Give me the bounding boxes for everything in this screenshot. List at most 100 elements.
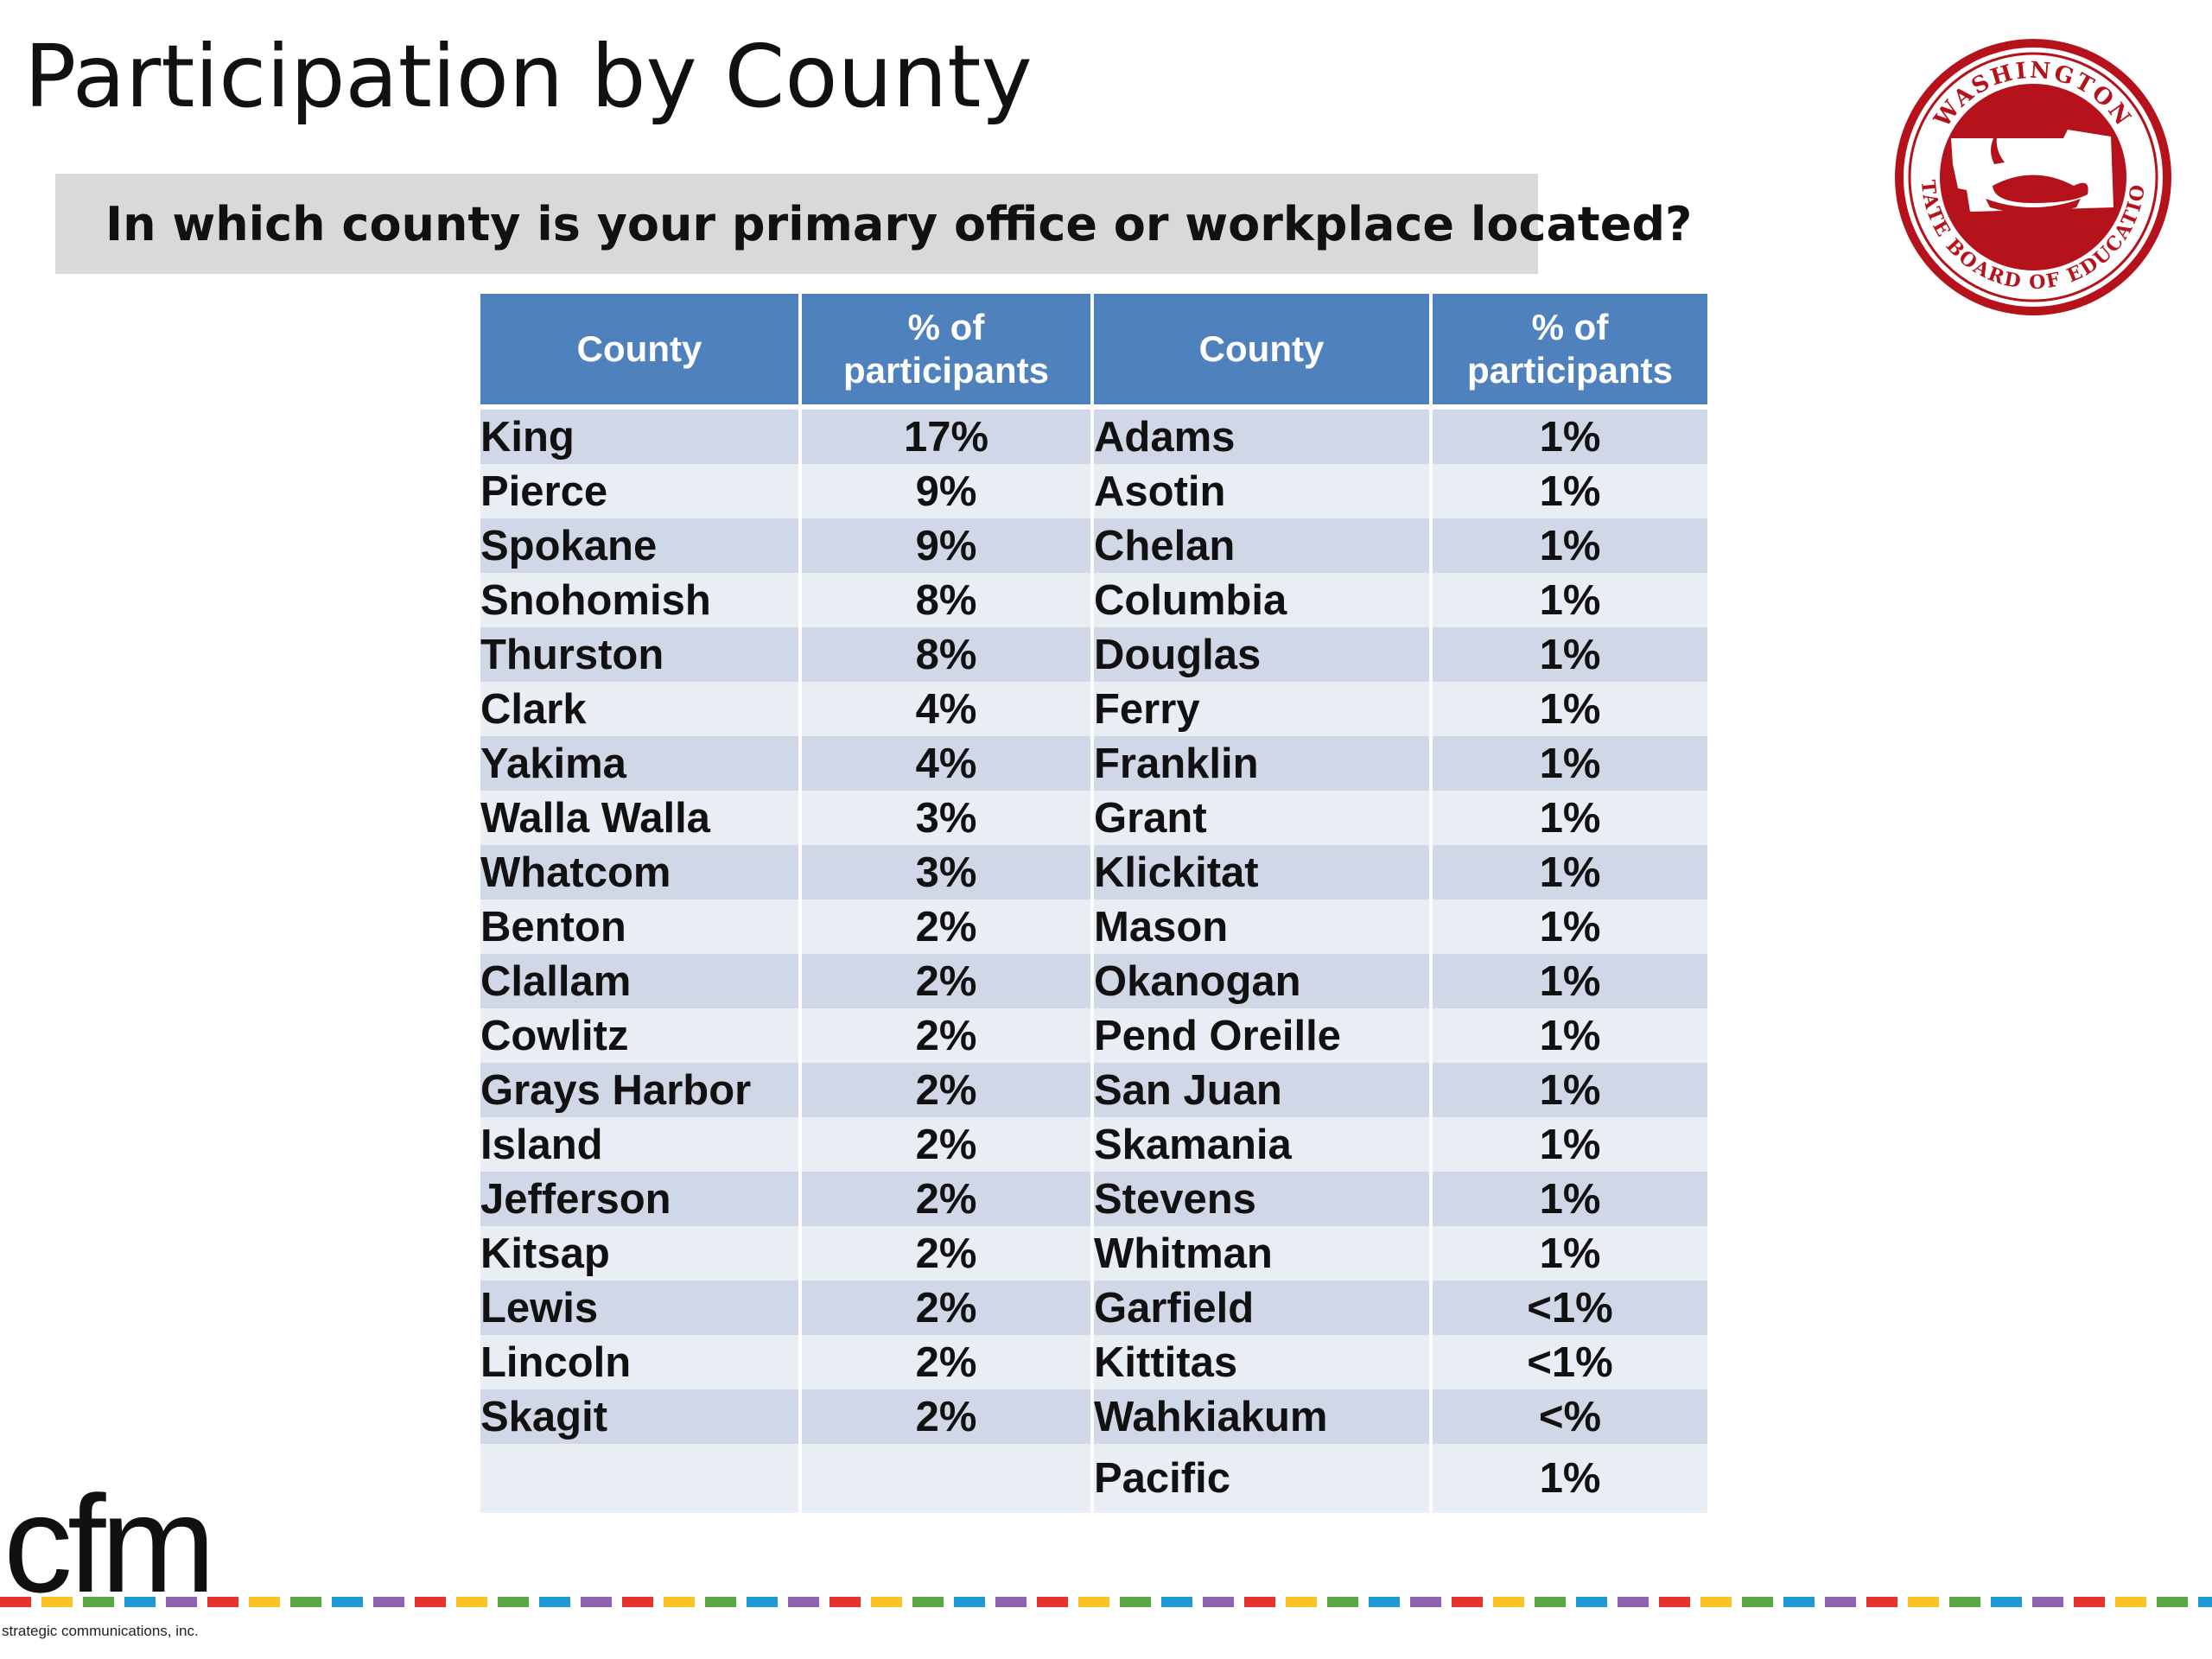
table-row: Cowlitz 2% Pend Oreille 1%: [477, 1008, 1711, 1063]
county-percent: 1%: [1429, 1008, 1711, 1063]
header-county-left: County: [477, 294, 802, 410]
county-percent: 1%: [1429, 407, 1711, 464]
county-percent: 1%: [1429, 791, 1711, 845]
table-row: Lincoln 2% Kittitas <1%: [477, 1335, 1711, 1389]
footer-dash: [2157, 1597, 2188, 1607]
footer-dash: [581, 1597, 612, 1607]
county-name: Ferry: [1090, 682, 1433, 736]
county-name: Clark: [477, 682, 802, 736]
county-percent: 2%: [798, 1335, 1094, 1389]
table-row: Thurston 8% Douglas 1%: [477, 627, 1711, 682]
table-row: Lewis 2% Garfield <1%: [477, 1281, 1711, 1335]
footer-dash: [1037, 1597, 1068, 1607]
table-row: Benton 2% Mason 1%: [477, 899, 1711, 954]
county-name: Garfield: [1090, 1281, 1433, 1335]
footer-dash: [1327, 1597, 1358, 1607]
footer-dash: [912, 1597, 944, 1607]
table-row: Jefferson 2% Stevens 1%: [477, 1172, 1711, 1226]
county-name: Whitman: [1090, 1226, 1433, 1281]
county-participation-table: County % of participants County % of par…: [477, 294, 1711, 1513]
footer-dash: [830, 1597, 861, 1607]
footer-dash: [1908, 1597, 1939, 1607]
county-name: Lincoln: [477, 1335, 802, 1389]
county-name: Wahkiakum: [1090, 1389, 1433, 1444]
county-name: Douglas: [1090, 627, 1433, 682]
county-percent: 8%: [798, 573, 1094, 627]
county-name: Columbia: [1090, 573, 1433, 627]
footer-dash: [1120, 1597, 1151, 1607]
footer-dash: [1244, 1597, 1275, 1607]
footer-dash: [1618, 1597, 1649, 1607]
county-percent: 2%: [798, 1281, 1094, 1335]
question-banner: In which county is your primary office o…: [55, 174, 1692, 274]
state-board-seal-logo: WASHINGTON STATE BOARD OF EDUCATION: [1891, 35, 2171, 315]
footer-dash: [539, 1597, 570, 1607]
footer-dash: [1535, 1597, 1566, 1607]
footer-dash: [1452, 1597, 1483, 1607]
county-percent: <%: [1429, 1389, 1711, 1444]
table-row: Kitsap 2% Whitman 1%: [477, 1226, 1711, 1281]
question-text: In which county is your primary office o…: [105, 196, 1693, 251]
footer-dash: [1286, 1597, 1317, 1607]
county-name: Thurston: [477, 627, 802, 682]
footer-dash: [498, 1597, 529, 1607]
county-percent: 1%: [1429, 518, 1711, 573]
footer-dash: [41, 1597, 73, 1607]
footer-dash: [747, 1597, 778, 1607]
county-percent: 2%: [798, 899, 1094, 954]
county-name: Adams: [1090, 407, 1433, 464]
footer-dash: [1493, 1597, 1524, 1607]
county-name: King: [477, 407, 802, 464]
county-percent: 1%: [1429, 573, 1711, 627]
county-percent: 9%: [798, 518, 1094, 573]
header-percent-left: % of participants: [798, 294, 1094, 410]
table-row: Island 2% Skamania 1%: [477, 1117, 1711, 1172]
footer-dash: [83, 1597, 114, 1607]
footer-dash: [2032, 1597, 2063, 1607]
county-name: Franklin: [1090, 736, 1433, 791]
footer-dash: [1203, 1597, 1234, 1607]
county-percent: 4%: [798, 682, 1094, 736]
county-name: Okanogan: [1090, 954, 1433, 1008]
footer-dash: [1576, 1597, 1607, 1607]
footer-dash: [1410, 1597, 1441, 1607]
cfm-tagline: strategic communications, inc.: [2, 1623, 199, 1639]
county-name: Pierce: [477, 464, 802, 518]
footer-dash: [249, 1597, 280, 1607]
cfm-logo-text: cfm: [3, 1466, 216, 1621]
county-name: Mason: [1090, 899, 1433, 954]
county-name: San Juan: [1090, 1063, 1433, 1117]
county-name: Whatcom: [477, 845, 802, 899]
county-percent: 1%: [1429, 954, 1711, 1008]
footer-dash-bar: [0, 1597, 2212, 1607]
footer-dash: [332, 1597, 363, 1607]
county-name: Walla Walla: [477, 791, 802, 845]
table-row: Skagit 2% Wahkiakum <%: [477, 1389, 1711, 1444]
footer-dash: [1991, 1597, 2022, 1607]
county-percent: [798, 1444, 1094, 1513]
county-percent: 1%: [1429, 682, 1711, 736]
footer-dash: [0, 1597, 31, 1607]
county-percent: 9%: [798, 464, 1094, 518]
county-name: Asotin: [1090, 464, 1433, 518]
table-row: Clallam 2% Okanogan 1%: [477, 954, 1711, 1008]
county-percent: 1%: [1429, 1063, 1711, 1117]
county-percent: 2%: [798, 1117, 1094, 1172]
footer-dash: [1369, 1597, 1400, 1607]
county-name: Snohomish: [477, 573, 802, 627]
footer-dash: [456, 1597, 487, 1607]
county-name: [477, 1444, 802, 1513]
footer-dash: [1161, 1597, 1192, 1607]
county-name: Kitsap: [477, 1226, 802, 1281]
table-row: Pacific 1%: [477, 1444, 1711, 1513]
county-percent: 1%: [1429, 845, 1711, 899]
footer-dash: [415, 1597, 446, 1607]
footer-dash: [290, 1597, 321, 1607]
footer-dash: [1742, 1597, 1773, 1607]
county-percent: 2%: [798, 954, 1094, 1008]
table-row: Whatcom 3% Klickitat 1%: [477, 845, 1711, 899]
county-percent: 2%: [798, 1008, 1094, 1063]
county-name: Grays Harbor: [477, 1063, 802, 1117]
table-row: Spokane 9% Chelan 1%: [477, 518, 1711, 573]
county-percent: 2%: [798, 1063, 1094, 1117]
